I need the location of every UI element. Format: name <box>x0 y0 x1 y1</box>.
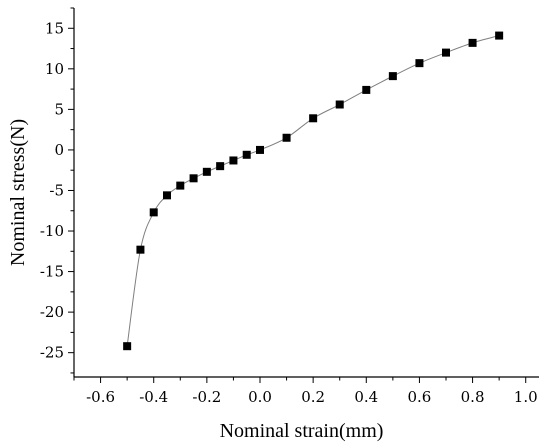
y-axis-label: Nominal stress(N) <box>7 119 29 266</box>
x-tick-label: -0.6 <box>86 388 115 406</box>
x-tick-label: -0.2 <box>192 388 221 406</box>
data-point <box>149 208 158 217</box>
data-point <box>256 145 264 154</box>
data-point <box>123 342 132 351</box>
data-point <box>442 48 450 57</box>
x-axis-label: Nominal strain(mm) <box>220 420 384 442</box>
data-point <box>309 114 318 123</box>
data-point <box>189 174 198 183</box>
x-tick-label: 0.0 <box>248 388 272 406</box>
axes <box>73 8 539 378</box>
data-point <box>282 133 291 142</box>
x-tick-label: 0.6 <box>407 388 431 406</box>
x-tick-label: -0.4 <box>139 388 168 406</box>
x-tick-label: 0.8 <box>461 388 485 406</box>
y-tick-label: -25 <box>40 344 64 362</box>
y-tick-label: 10 <box>45 60 64 78</box>
y-tick-label: -5 <box>49 181 64 199</box>
x-tick-label: 0.2 <box>301 388 325 406</box>
x-tick-label: 1.0 <box>514 388 538 406</box>
data-point <box>163 191 171 200</box>
data-point <box>202 167 211 176</box>
data-point <box>229 156 238 165</box>
data-point <box>335 100 344 109</box>
x-tick-label: 0.4 <box>354 388 378 406</box>
data-point <box>495 31 504 40</box>
y-axis-ticks: -25 -20 -15 -10 -5 0 5 10 15 <box>40 7 74 374</box>
data-point <box>176 181 185 190</box>
data-point <box>388 72 397 81</box>
data-point <box>468 38 477 47</box>
series-line <box>126 35 500 347</box>
data-point <box>362 85 371 94</box>
y-tick-label: 0 <box>54 141 64 159</box>
data-point <box>136 245 145 254</box>
y-tick-label: -20 <box>40 303 64 321</box>
y-tick-label: -15 <box>40 263 64 281</box>
data-point <box>242 150 251 159</box>
data-point <box>216 162 225 171</box>
data-points <box>123 31 504 351</box>
y-tick-label: 5 <box>54 100 64 118</box>
x-axis-ticks: -0.6 -0.4 -0.2 0.0 0.2 0.4 0.6 0.8 1.0 <box>73 377 538 406</box>
y-tick-label: -10 <box>40 222 64 240</box>
y-tick-label: 15 <box>45 19 64 37</box>
data-point <box>415 59 424 68</box>
